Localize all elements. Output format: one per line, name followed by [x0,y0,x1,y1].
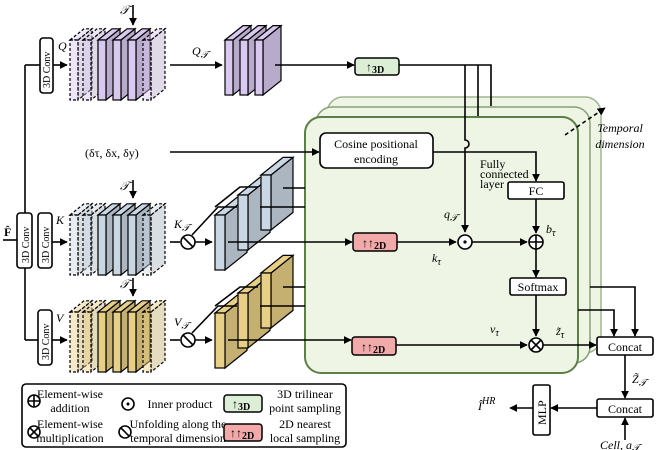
multiply-icon [528,337,544,353]
add-icon [528,234,544,250]
svg-text:FC: FC [529,184,544,198]
cosine-encoding-box: Cosine positional encoding [319,132,434,169]
svg-text:Unfolding along the: Unfolding along the [130,417,227,431]
svg-text:2D nearest: 2D nearest [279,417,331,431]
cell-label: Cell, a𝒯 [600,438,643,450]
query-stack-slice [68,27,94,102]
b-tau-label: bτ [546,222,556,239]
conv-center: 3D Conv [16,212,33,269]
svg-text:↑3D: ↑3D [366,60,384,76]
softmax-box: Softmax [509,277,567,296]
up2d-box-k: ↑↑2D [352,232,398,252]
up3d-box: ↑3D [354,57,400,76]
svg-text:↑↑2D: ↑↑2D [230,426,254,442]
svg-text:3D Conv: 3D Conv [21,227,32,263]
svg-text:point sampling: point sampling [269,401,341,415]
value-stack-slice [68,299,94,374]
key-unfolded-slice [259,156,295,232]
up2d-box-v: ↑↑2D [351,336,397,356]
mlp-box: MLP [532,384,551,436]
query-t-slice [253,24,283,97]
temporal-label: Temporal [597,121,643,135]
fc-note-2: connected [480,167,529,181]
svg-text:Concat: Concat [608,340,643,354]
svg-text:multiplication: multiplication [36,431,103,445]
q-t-small-label: q𝒯 [444,207,461,224]
t-label-k: 𝒯 [120,179,133,193]
v-label: V [56,311,65,325]
fc-box: FC [507,181,565,200]
i-hr-label: ÎHR [477,396,495,413]
fc-note-3: layer [480,177,504,191]
q-label: Q [58,39,67,53]
svg-text:Element-wise: Element-wise [37,417,103,431]
inner-product-icon [457,234,473,250]
svg-text:encoding: encoding [354,152,398,166]
unfold-icon-k [180,234,196,250]
z-tau-label: z̃τ [555,324,565,341]
concat-box-2: Concat [596,398,654,418]
v-t-label: V𝒯 [174,315,192,332]
k-label: K [55,213,65,227]
query-stack-slice [141,27,167,102]
k-tau-label: kτ [432,251,441,268]
svg-text:addition: addition [50,401,89,415]
t-label-q: 𝒯 [120,3,133,17]
svg-text:Cosine positional: Cosine positional [334,137,418,151]
unfold-icon-v [180,332,196,348]
value-stack-slice [141,299,167,374]
fc-note: Fully [480,157,505,171]
conv-v: 3D Conv [37,309,53,366]
svg-text:3D Conv: 3D Conv [41,227,52,263]
delta-label: (δτ, δx, δy) [85,146,139,160]
svg-text:temporal dimension: temporal dimension [130,431,226,445]
v-tau-label: vτ [490,322,499,339]
value-stack-slice [126,299,152,374]
value-unfolded-slice [259,254,295,330]
svg-text:Softmax: Softmax [518,280,559,294]
svg-text:Concat: Concat [608,402,643,416]
svg-text:3D Conv: 3D Conv [41,324,52,360]
conv-k: 3D Conv [37,212,53,269]
temporal-label-2: dimension [595,137,644,151]
concat-box-1: Concat [596,336,654,356]
svg-text:Inner product: Inner product [148,397,214,411]
svg-text:3D Conv: 3D Conv [42,52,53,88]
svg-text:Element-wise: Element-wise [37,387,103,401]
svg-text:local sampling: local sampling [270,431,340,445]
svg-text:↑↑2D: ↑↑2D [361,340,385,356]
t-label-v: 𝒯 [120,277,133,291]
f-hat-label: F̂ [4,225,11,239]
k-t-label: K𝒯 [173,217,193,234]
q-t-label: Q𝒯 [192,44,212,61]
svg-text:↑↑2D: ↑↑2D [362,236,386,252]
key-stack-slice [68,202,94,277]
conv-q: 3D Conv [39,37,54,94]
legend: Element-wise addition Element-wise multi… [21,383,347,448]
svg-text:MLP: MLP [535,400,549,425]
svg-text:↑3D: ↑3D [232,397,250,413]
key-stack-slice [141,202,167,277]
svg-text:3D trilinear: 3D trilinear [277,387,333,401]
z-t-label: Z̃𝒯 [632,372,650,389]
